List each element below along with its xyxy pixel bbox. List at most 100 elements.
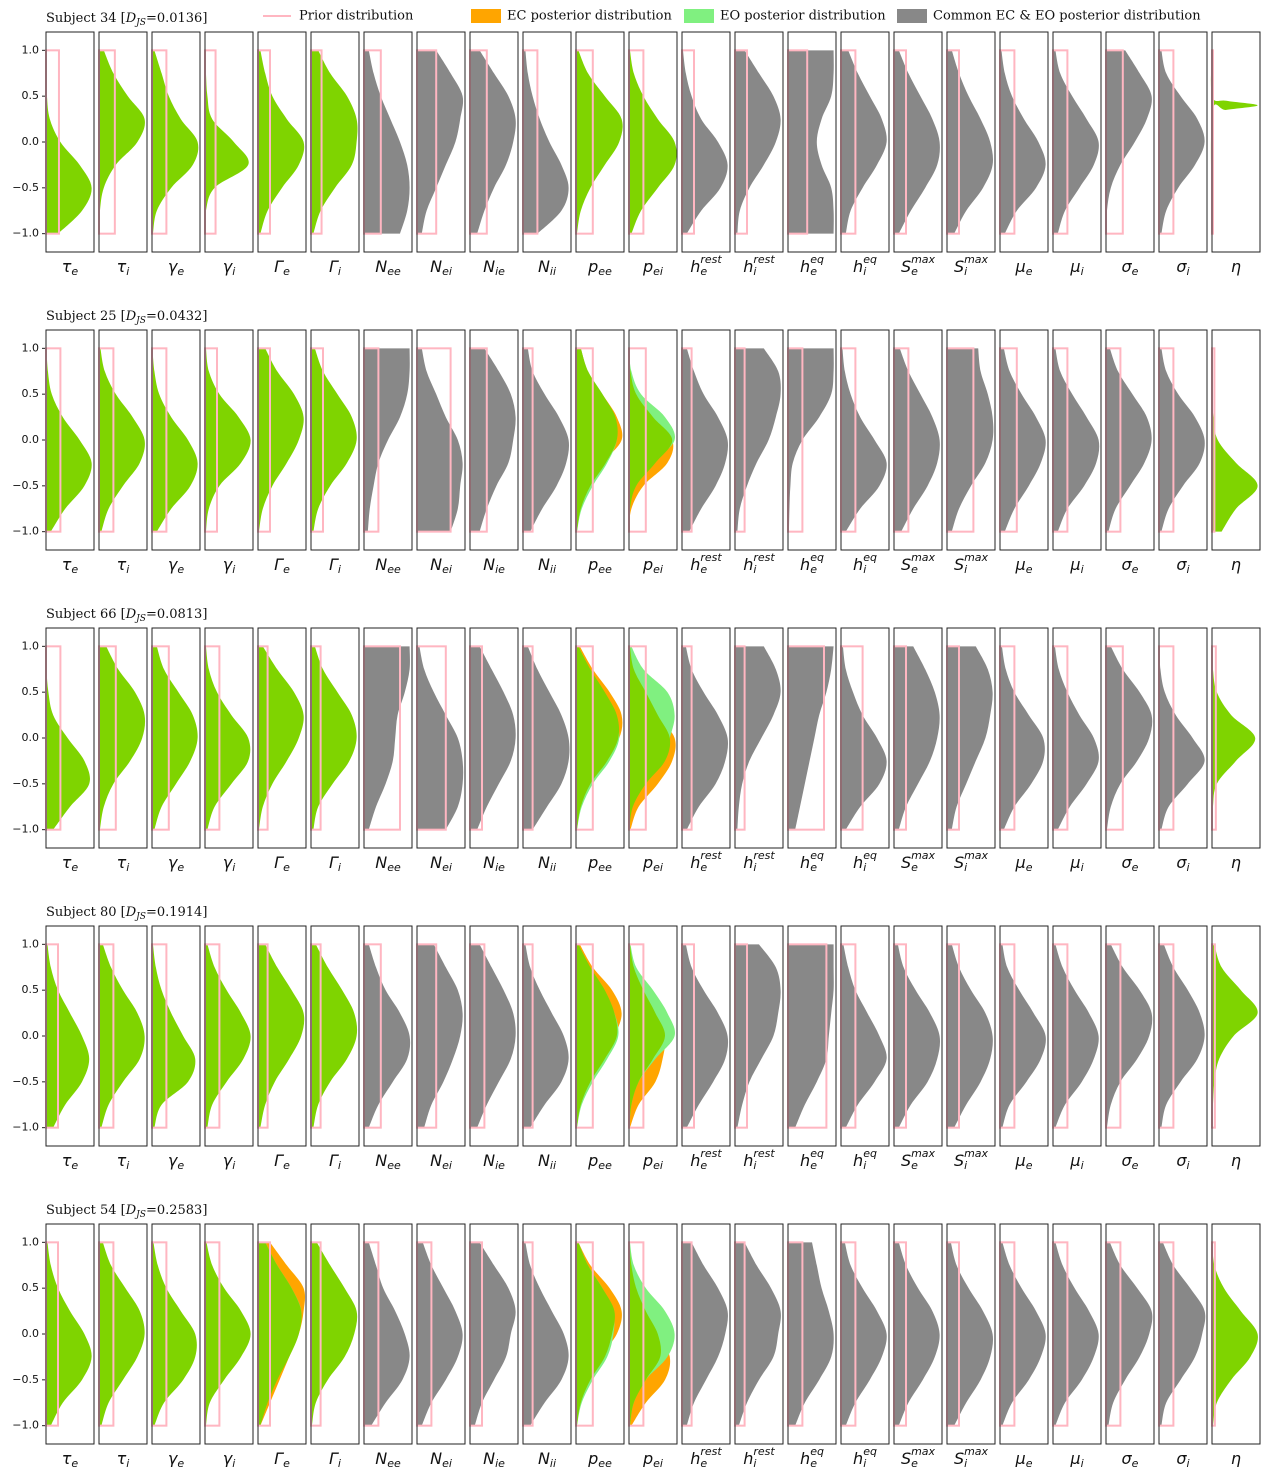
parameter-label: hirest <box>743 253 775 278</box>
panel-frame <box>1052 925 1102 1147</box>
panel-frame <box>151 925 201 1147</box>
panel-frame <box>1052 31 1102 253</box>
parameter-superscript: eq <box>863 849 877 862</box>
y-tick-label: −1.0 <box>12 823 39 836</box>
parameter-subscript: i <box>753 265 756 278</box>
title-text: =0.2583] <box>146 1203 207 1218</box>
legend-patch <box>897 9 927 23</box>
common-posterior <box>576 944 618 1128</box>
title-text: Subject 66 [ <box>46 607 126 622</box>
parameter-subscript: ii <box>550 1457 556 1467</box>
common-posterior <box>204 50 249 234</box>
parameter-symbol: τ <box>62 555 72 574</box>
panel-frame <box>363 925 413 1147</box>
panel-frame <box>1105 31 1155 253</box>
panel-frame <box>628 925 678 1147</box>
common-posterior <box>1000 944 1046 1128</box>
parameter-superscript: rest <box>753 551 775 564</box>
parameter-label: μi <box>1069 853 1083 875</box>
parameter-symbol: h <box>853 1151 863 1170</box>
panel-frame <box>734 627 784 849</box>
parameter-label: hirest <box>743 551 775 576</box>
parameter-label: μe <box>1015 1449 1033 1467</box>
parameter-label: τe <box>62 555 79 577</box>
parameter-symbol: γ <box>168 1151 179 1170</box>
parameter-subscript: ei <box>442 1159 452 1172</box>
common-posterior <box>682 50 728 234</box>
panel-frame <box>310 627 360 849</box>
parameter-symbol: μ <box>1015 555 1026 574</box>
parameter-subscript: i <box>126 1457 129 1467</box>
common-posterior <box>152 50 199 234</box>
parameter-symbol: Γ <box>274 257 284 276</box>
common-posterior <box>894 348 940 532</box>
common-posterior <box>1212 1242 1258 1426</box>
parameter-symbol: σ <box>1176 555 1187 574</box>
parameter-subscript: ii <box>550 563 556 576</box>
parameter-symbol: h <box>800 1151 810 1170</box>
common-posterior <box>841 348 887 532</box>
subject-title: Subject 80 [DJS=0.1914] <box>46 905 207 922</box>
parameter-subscript: ei <box>653 1457 663 1467</box>
panel-frame <box>681 329 731 551</box>
common-posterior <box>364 1242 410 1426</box>
panel-frame <box>522 31 572 253</box>
parameter-symbol: N <box>430 555 442 574</box>
panel-frame <box>575 1223 625 1445</box>
y-tick-label: −0.5 <box>12 479 39 492</box>
parameter-subscript: e <box>700 1159 707 1172</box>
parameter-label: Γe <box>274 853 290 875</box>
common-posterior <box>894 50 940 234</box>
parameter-label: Γi <box>329 1151 341 1173</box>
common-posterior <box>46 944 90 1128</box>
parameter-label: γi <box>223 1449 236 1467</box>
subject-title: Subject 66 [DJS=0.0813] <box>46 607 207 624</box>
parameter-symbol: Γ <box>274 853 284 872</box>
parameter-subscript: i <box>232 861 235 874</box>
common-posterior <box>682 348 729 532</box>
common-posterior <box>682 944 729 1128</box>
panel-frame <box>151 31 201 253</box>
panel-frame <box>1105 925 1155 1147</box>
common-posterior <box>99 348 145 532</box>
title-text: =0.0813] <box>146 607 207 622</box>
title-symbol: D <box>125 905 137 920</box>
common-posterior <box>46 348 92 532</box>
panel-frame <box>522 1223 572 1445</box>
common-posterior <box>629 646 671 830</box>
parameter-symbol: σ <box>1122 1151 1133 1170</box>
common-posterior <box>894 646 940 830</box>
parameter-label: μe <box>1015 555 1033 577</box>
parameter-label: Nei <box>430 1449 452 1467</box>
common-posterior <box>576 50 623 234</box>
panel-frame <box>257 31 307 253</box>
parameter-label: herest <box>690 253 722 278</box>
common-posterior <box>629 944 666 1128</box>
parameter-superscript: eq <box>810 849 824 862</box>
parameter-symbol: σ <box>1122 257 1133 276</box>
parameter-label: σe <box>1122 853 1139 875</box>
common-posterior <box>1159 1242 1206 1426</box>
panel-frame <box>681 31 731 253</box>
parameter-symbol: h <box>853 555 863 574</box>
common-posterior <box>841 1242 887 1426</box>
panel-frame <box>893 1223 943 1445</box>
legend-label: EO posterior distribution <box>720 9 886 24</box>
parameter-symbol: h <box>690 1449 700 1467</box>
panel-frame <box>522 627 572 849</box>
parameter-label: σi <box>1176 257 1189 279</box>
panel-frame <box>1158 627 1208 849</box>
common-posterior <box>258 348 304 532</box>
common-posterior <box>1159 50 1205 234</box>
y-tick-label: 0.5 <box>22 1281 40 1294</box>
common-posterior <box>788 944 834 1128</box>
panel-frame <box>1105 329 1155 551</box>
common-posterior <box>417 50 464 234</box>
parameter-superscript: rest <box>753 849 775 862</box>
parameter-symbol: μ <box>1015 1449 1026 1467</box>
parameter-symbol: σ <box>1176 257 1187 276</box>
parameter-label: pei <box>642 1151 663 1173</box>
parameter-symbol: S <box>954 1151 964 1170</box>
parameter-label: η <box>1231 1151 1241 1170</box>
panel-frame <box>1052 329 1102 551</box>
